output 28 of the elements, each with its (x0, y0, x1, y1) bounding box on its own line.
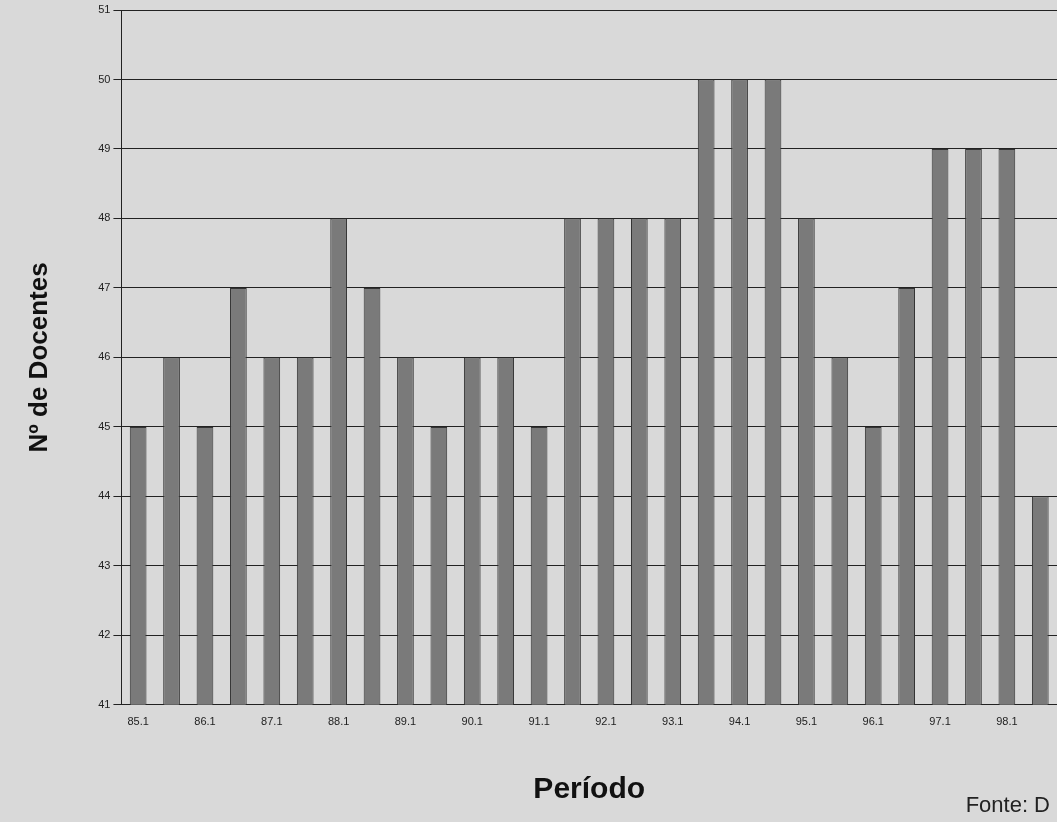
y-tick-label: 46 (98, 350, 111, 363)
x-tick-label: 93.1 (662, 715, 684, 728)
y-tick-label: 49 (98, 141, 111, 154)
x-tick-label: 88.1 (327, 715, 350, 728)
y-axis-title: Nº de Docentes (22, 262, 53, 453)
x-tick-label: 87.1 (261, 715, 283, 728)
x-tick-label: 86.1 (194, 715, 216, 728)
y-tick-label: 45 (98, 419, 111, 432)
y-tick-label: 41 (98, 697, 111, 710)
y-tick-label: 42 (98, 628, 111, 641)
x-tick-label: 96.1 (862, 715, 884, 728)
y-tick-label: 51 (98, 3, 111, 16)
x-tick-label: 91.1 (528, 715, 550, 728)
y-tick-label: 50 (98, 72, 111, 85)
x-tick-label: 89.1 (394, 715, 417, 728)
x-tick-label: 95.1 (795, 715, 818, 728)
x-tick-label: 85.1 (127, 715, 149, 728)
x-axis-title: Período (533, 771, 646, 805)
y-tick-label: 43 (98, 558, 111, 571)
x-tick-label: 92.1 (595, 715, 617, 728)
y-tick-label: 47 (98, 280, 111, 293)
x-tick-label: 97.1 (929, 715, 951, 728)
y-tick-label: 48 (98, 211, 111, 224)
source-note: Fonte: D (965, 792, 1050, 817)
x-tick-label: 94.1 (728, 715, 751, 728)
y-tick-label: 44 (98, 489, 111, 502)
x-tick-label: 90.1 (461, 715, 483, 728)
x-tick-label: 98.1 (996, 715, 1018, 728)
